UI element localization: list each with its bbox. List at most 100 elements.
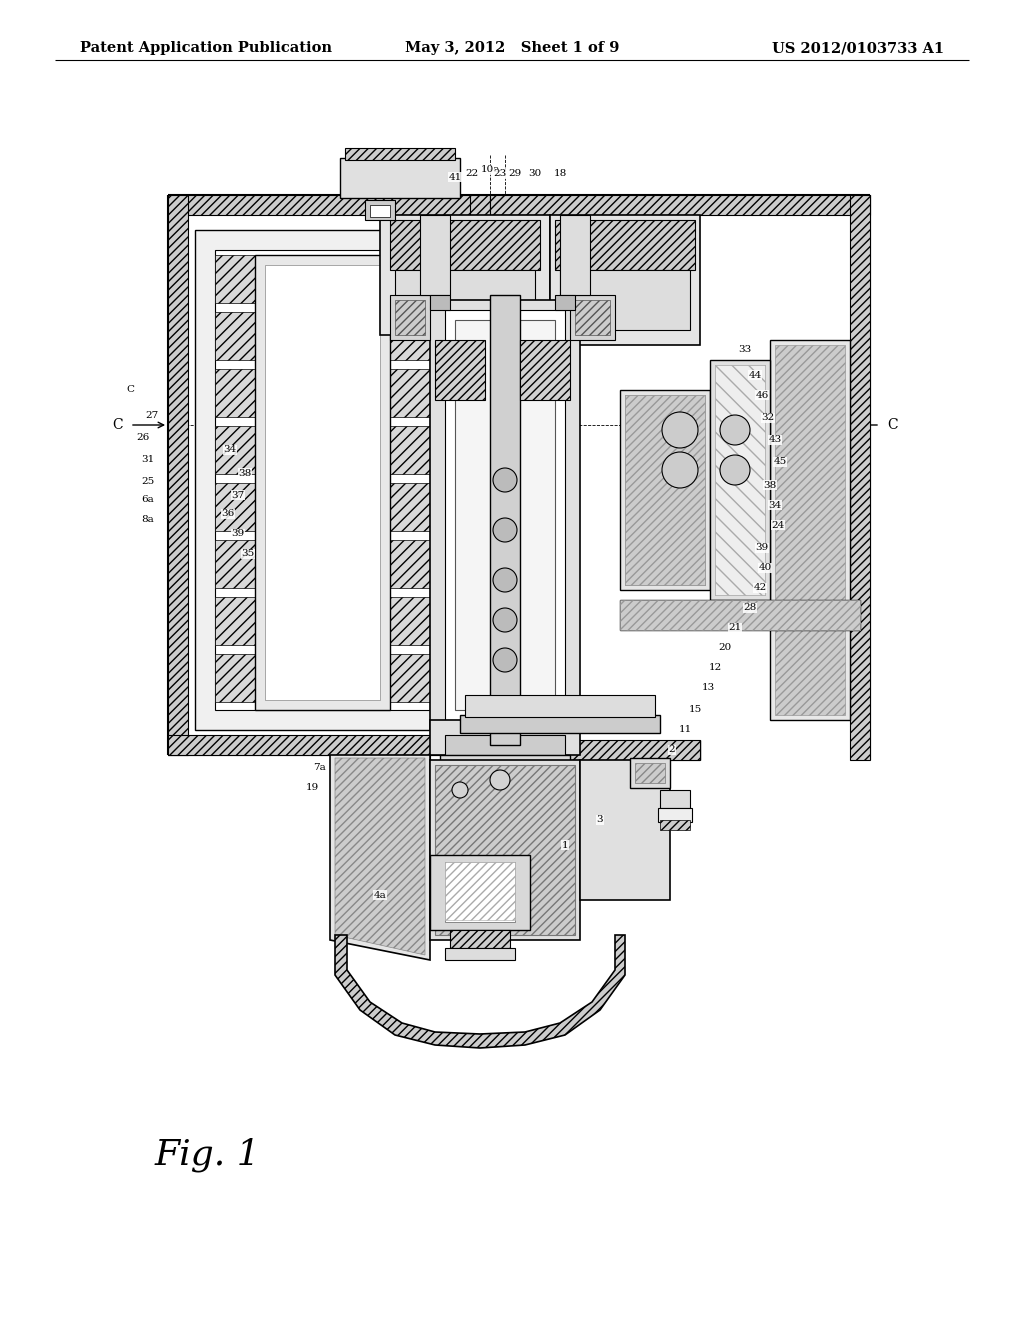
Text: 29: 29 [508, 169, 521, 178]
Bar [215, 312, 255, 360]
Text: US 2012/0103733 A1: US 2012/0103733 A1 [772, 41, 944, 55]
Bar [445, 735, 565, 755]
Polygon shape [330, 755, 430, 960]
Text: 3: 3 [597, 816, 603, 825]
Polygon shape [490, 195, 870, 215]
Polygon shape [575, 300, 610, 335]
Polygon shape [490, 741, 700, 760]
Bar [340, 158, 460, 198]
Bar [450, 931, 510, 948]
Text: 23: 23 [494, 169, 507, 178]
Text: 45: 45 [773, 458, 786, 466]
Text: 6a: 6a [141, 495, 155, 504]
Bar [445, 948, 515, 960]
Text: Patent Application Publication: Patent Application Publication [80, 41, 332, 55]
Polygon shape [625, 395, 705, 585]
Text: 40: 40 [759, 564, 772, 573]
Text: 10a: 10a [480, 165, 500, 174]
Bar [435, 766, 575, 935]
Bar [658, 808, 692, 822]
Text: 22: 22 [465, 169, 478, 178]
Bar [215, 653, 255, 702]
Text: 46: 46 [756, 391, 769, 400]
Polygon shape [335, 935, 625, 1048]
Circle shape [493, 469, 517, 492]
Text: 42: 42 [754, 583, 767, 593]
Polygon shape [850, 195, 870, 760]
Text: 27: 27 [145, 411, 159, 420]
Bar [430, 760, 580, 940]
Polygon shape [395, 300, 425, 335]
Bar [215, 426, 255, 474]
Bar [215, 370, 255, 417]
Bar [430, 294, 450, 310]
Text: 43: 43 [768, 436, 781, 445]
Polygon shape [470, 195, 490, 755]
Text: C: C [113, 418, 123, 432]
Polygon shape [775, 345, 845, 715]
Text: 32: 32 [762, 413, 774, 422]
Bar [490, 294, 520, 744]
Text: 26: 26 [136, 433, 150, 441]
Bar [215, 597, 255, 645]
Bar [770, 341, 850, 719]
Circle shape [662, 412, 698, 447]
Bar [710, 360, 770, 601]
Bar [445, 862, 515, 921]
Bar [440, 755, 570, 785]
Text: 18: 18 [553, 169, 566, 178]
Bar [390, 312, 430, 360]
Text: 35: 35 [242, 549, 255, 558]
Circle shape [493, 609, 517, 632]
Text: 30: 30 [528, 169, 542, 178]
Text: 44: 44 [749, 371, 762, 380]
Bar [620, 601, 860, 630]
Text: 11: 11 [678, 726, 691, 734]
Text: 7a: 7a [313, 763, 327, 772]
Bar [265, 265, 380, 700]
Bar [455, 319, 555, 710]
Bar [435, 341, 485, 400]
Bar [380, 215, 550, 335]
Polygon shape [168, 195, 188, 755]
Bar [660, 789, 690, 808]
Bar [215, 255, 255, 304]
Circle shape [490, 770, 510, 789]
Text: 37: 37 [231, 491, 245, 499]
Text: 4a: 4a [374, 891, 386, 899]
Text: 38: 38 [763, 480, 776, 490]
Bar [520, 341, 570, 400]
Bar [635, 763, 665, 783]
Polygon shape [445, 862, 515, 920]
Bar [625, 395, 705, 585]
Bar [560, 271, 690, 330]
Bar [395, 271, 535, 330]
Bar [370, 205, 390, 216]
Bar [620, 389, 710, 590]
Text: C: C [887, 418, 898, 432]
Bar [188, 215, 470, 735]
Text: Fig. 1: Fig. 1 [155, 1138, 261, 1172]
Text: 31: 31 [141, 455, 155, 465]
Bar [460, 715, 660, 733]
Bar [445, 310, 565, 719]
Text: 13: 13 [701, 684, 715, 693]
Polygon shape [390, 294, 430, 341]
Text: 12: 12 [709, 664, 722, 672]
Bar [345, 148, 455, 160]
Text: 36: 36 [221, 510, 234, 519]
Text: May 3, 2012   Sheet 1 of 9: May 3, 2012 Sheet 1 of 9 [404, 41, 620, 55]
Circle shape [452, 781, 468, 799]
Bar [365, 201, 395, 220]
Bar [430, 300, 580, 730]
Text: 39: 39 [756, 544, 769, 553]
Text: 2: 2 [669, 746, 675, 755]
Bar [555, 220, 695, 271]
Text: 19: 19 [305, 784, 318, 792]
Text: 39: 39 [231, 529, 245, 539]
Text: 21: 21 [728, 623, 741, 632]
Text: 15: 15 [688, 705, 701, 714]
Bar [555, 294, 575, 310]
Bar [390, 483, 430, 531]
Polygon shape [168, 735, 490, 755]
